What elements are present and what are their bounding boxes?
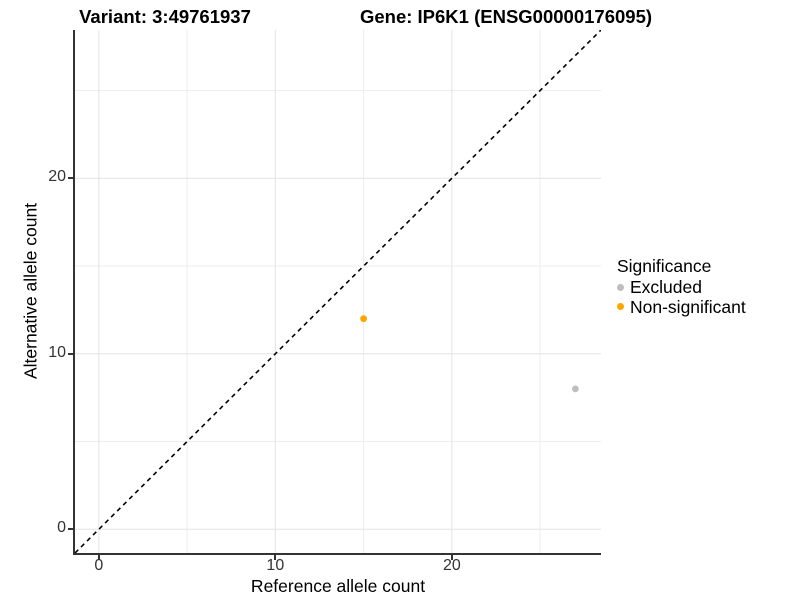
- legend-item-non-significant: Non-significant: [617, 296, 746, 317]
- y-axis-line: [73, 30, 75, 555]
- legend-item-label: Non-significant: [630, 296, 746, 317]
- plot-canvas: [74, 29, 602, 554]
- y-tick-mark: [68, 352, 73, 355]
- legend: Significance Excluded Non-significant: [617, 256, 746, 316]
- point-excluded: [572, 385, 579, 393]
- plot-panel: [74, 29, 602, 554]
- x-tick-label: 0: [94, 557, 104, 574]
- identity-line: [74, 29, 602, 554]
- variant-title: Variant: 3:49761937: [79, 6, 251, 27]
- x-tick-mark: [97, 555, 100, 560]
- y-tick-label: 0: [57, 519, 66, 537]
- legend-items: Excluded Non-significant: [617, 278, 746, 316]
- x-tick-mark: [274, 555, 277, 560]
- y-tick-label: 20: [48, 168, 66, 186]
- legend-item-label: Excluded: [630, 277, 702, 298]
- gene-title: Gene: IP6K1 (ENSG00000176095): [359, 6, 653, 27]
- y-tick-label: 10: [48, 343, 66, 361]
- x-axis-title: Reference allele count: [250, 576, 426, 596]
- point-non-significant: [360, 315, 367, 323]
- x-tick-mark: [450, 555, 453, 560]
- legend-item-excluded: Excluded: [617, 277, 746, 298]
- x-tick-label: 10: [266, 557, 285, 574]
- y-tick-mark: [68, 177, 73, 180]
- legend-title: Significance: [617, 256, 712, 276]
- y-tick-mark: [68, 528, 73, 531]
- legend-dot-icon: [617, 303, 624, 311]
- x-axis-line: [73, 553, 601, 555]
- y-axis-title: Alternative allele count: [20, 202, 41, 380]
- x-tick-label: 20: [442, 557, 461, 574]
- legend-dot-icon: [617, 283, 624, 291]
